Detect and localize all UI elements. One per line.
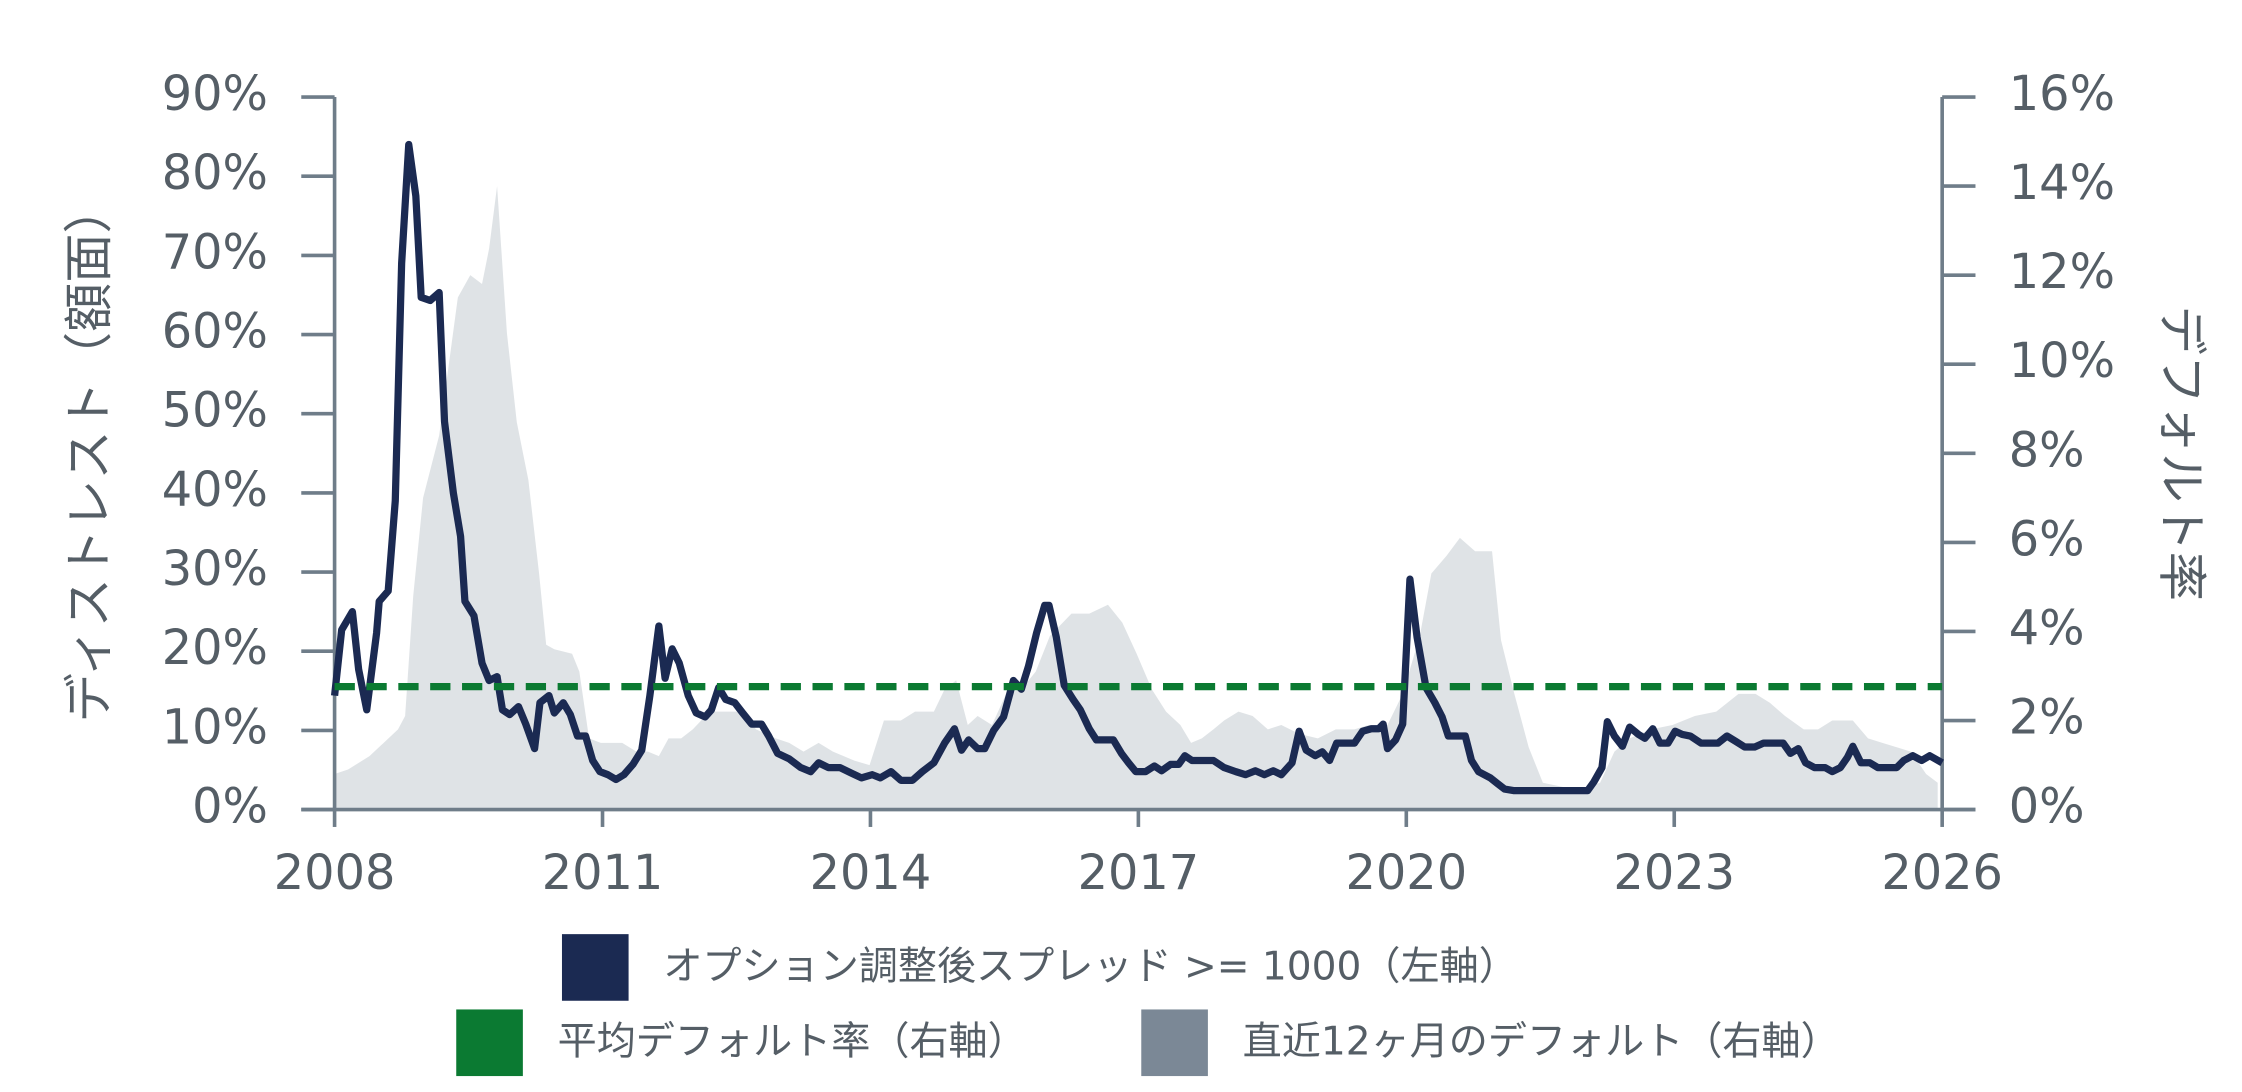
y-tick-label: 50% — [162, 384, 268, 439]
y-tick-label: 60% — [162, 305, 268, 360]
x-tick-label: 2020 — [1346, 846, 1468, 901]
x-tick-label: 2026 — [1881, 846, 2003, 901]
x-tick-label: 2017 — [1078, 846, 1200, 901]
y-tick-label: 70% — [162, 225, 268, 280]
y-tick-label: 20% — [162, 621, 268, 676]
y2-tick-label: 16% — [2009, 67, 2115, 122]
x-tick-label: 2008 — [274, 846, 396, 901]
y2-tick-label: 4% — [2009, 601, 2085, 656]
legend-label: 直近12ヶ月のデフォルト（右軸） — [1243, 1020, 1840, 1065]
area-layer — [334, 186, 1938, 810]
x-tick-label: 2014 — [810, 846, 932, 901]
legend-label: オプション調整後スプレッド >= 1000（左軸） — [663, 944, 1517, 989]
y-axis-title: ディストレスト（額面） — [60, 184, 118, 722]
y-tick-label: 0% — [192, 780, 268, 835]
y-tick-label: 40% — [162, 463, 268, 518]
y2-tick-label: 10% — [2009, 334, 2115, 389]
y-tick-label: 30% — [162, 542, 268, 597]
x-tick-label: 2023 — [1613, 846, 1735, 901]
y-tick-label: 10% — [162, 700, 268, 755]
legend-swatch — [1141, 1009, 1208, 1077]
data-area — [334, 186, 1938, 810]
x-tick-label: 2011 — [542, 846, 664, 901]
y2-tick-label: 14% — [2009, 156, 2115, 211]
y2-tick-label: 0% — [2009, 780, 2085, 835]
axis-layer: 0% 10% 20% 30% 40% 50% 60% 70% 80% 90% 0% 2% 4% 6% 8% 1… — [162, 67, 2115, 901]
y2-tick-label: 2% — [2009, 691, 2085, 746]
data-line — [330, 140, 1944, 795]
y2-tick-label: 8% — [2009, 423, 2085, 478]
y-tick-label: 80% — [162, 146, 268, 201]
y2-axis-title: デフォルト率 — [2153, 306, 2211, 601]
legend-swatch — [561, 934, 629, 1001]
line-layer — [330, 140, 1944, 795]
legend-label: 平均デフォルト率（右軸） — [558, 1020, 1027, 1065]
y2-tick-label: 6% — [2009, 512, 2085, 567]
y-tick-label: 90% — [162, 67, 268, 122]
legend-swatch — [456, 1009, 523, 1077]
y2-tick-label: 12% — [2009, 245, 2115, 300]
